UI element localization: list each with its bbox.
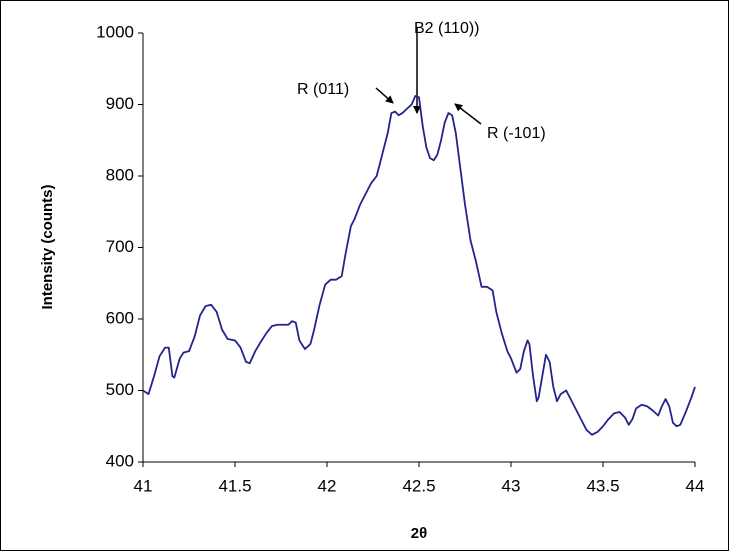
annotation: B2 (110)) <box>414 20 480 37</box>
annotation: R (-101) <box>487 125 546 142</box>
y-tick-label: 600 <box>106 308 134 327</box>
data-line <box>142 95 696 436</box>
y-axis-title: Intensity (counts) <box>39 184 56 309</box>
annotation: R (011) <box>297 81 349 98</box>
x-tick-label: 44 <box>686 476 705 495</box>
x-tick-label: 41.5 <box>218 476 251 495</box>
y-tick-label: 800 <box>106 165 134 184</box>
annotation-arrow <box>375 87 394 104</box>
x-tick-label: 41 <box>134 476 153 495</box>
y-tick-label: 400 <box>106 451 134 470</box>
y-tick-label: 500 <box>106 380 134 399</box>
x-tick-label: 42 <box>318 476 337 495</box>
x-tick-label: 43 <box>502 476 521 495</box>
y-tick-label: 700 <box>106 237 134 256</box>
annotation-arrow <box>454 103 482 125</box>
x-axis-title: 2θ <box>411 525 427 542</box>
x-tick-label: 43.5 <box>586 476 619 495</box>
y-tick-label: 900 <box>106 94 134 113</box>
x-tick-label: 42.5 <box>402 476 435 495</box>
y-tick-label: 1000 <box>96 22 134 41</box>
